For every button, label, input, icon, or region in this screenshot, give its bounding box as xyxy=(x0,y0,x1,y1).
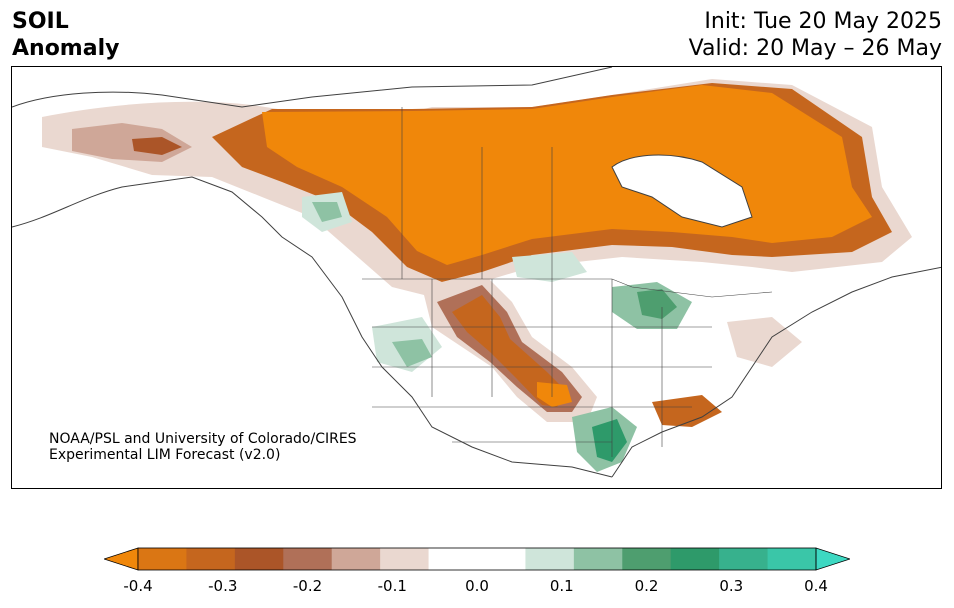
title-line-2: Anomaly xyxy=(12,36,120,61)
colorbar-arrow-high xyxy=(815,547,850,571)
colorbar-tick-label: 0.4 xyxy=(804,577,828,595)
credit-line-2: Experimental LIM Forecast (v2.0) xyxy=(49,447,281,463)
map-title: SOIL Anomaly xyxy=(12,8,119,62)
colorbar-tick-label: -0.2 xyxy=(292,577,323,595)
credit-text: NOAA/PSL and University of Colorado/CIRE… xyxy=(49,431,357,463)
colorbar-tick-label: -0.3 xyxy=(208,577,238,595)
political-borders xyxy=(362,107,773,457)
colorbar-tick-label: -0.4 xyxy=(123,577,153,595)
credit-line-1: NOAA/PSL and University of Colorado/CIRE… xyxy=(49,431,357,447)
init-date: Init: Tue 20 May 2025 xyxy=(704,9,942,34)
colorbar-segment xyxy=(234,548,284,570)
colorbar-tick-label: 0.3 xyxy=(719,577,744,595)
colorbar-tick-label: -0.1 xyxy=(377,577,407,595)
colorbar-frame xyxy=(137,547,817,571)
colorbar-segment xyxy=(670,548,720,570)
colorbar-segment xyxy=(380,548,430,570)
title-line-1: SOIL xyxy=(12,9,69,34)
colorbar-segment xyxy=(138,548,187,570)
date-info: Init: Tue 20 May 2025 Valid: 20 May – 26… xyxy=(689,8,942,62)
canada-dry-anomaly xyxy=(42,79,912,297)
colorbar-segment xyxy=(525,548,575,570)
colorbar-segment xyxy=(573,548,623,570)
colorbar-segment xyxy=(767,548,817,570)
colorbar-tick-label: 0.0 xyxy=(465,577,489,595)
colorbar-segment xyxy=(719,548,769,570)
central-us-dry-anomaly xyxy=(422,272,802,427)
colorbar-arrow-low xyxy=(104,547,139,571)
colorbar-tick-label: 0.1 xyxy=(549,577,574,595)
wet-anomalies xyxy=(302,192,692,472)
colorbar-tick-label: 0.2 xyxy=(634,577,659,595)
colorbar xyxy=(104,547,850,571)
colorbar-segment xyxy=(283,548,333,570)
colorbar-segment xyxy=(428,548,478,570)
valid-range: Valid: 20 May – 26 May xyxy=(688,36,942,61)
map-panel xyxy=(11,66,942,489)
colorbar-segment xyxy=(622,548,672,570)
colorbar-segment xyxy=(186,548,236,570)
coastlines xyxy=(12,67,941,478)
colorbar-segment xyxy=(331,548,381,570)
colorbar-segment xyxy=(477,548,526,570)
anomaly-map xyxy=(12,67,941,478)
hudson-bay xyxy=(611,154,753,228)
